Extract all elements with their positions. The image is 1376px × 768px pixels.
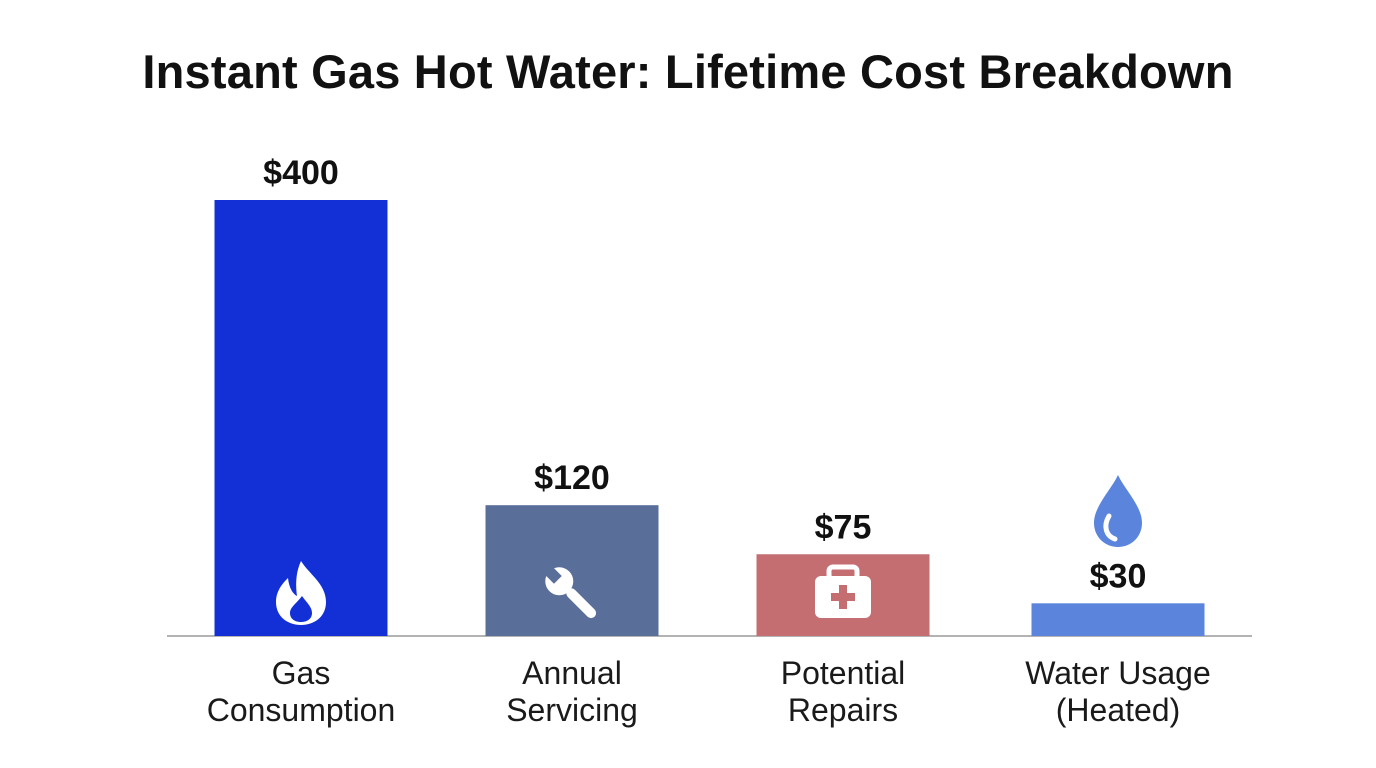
category-label: Repairs: [788, 692, 898, 728]
category-label: Consumption: [207, 692, 396, 728]
category-label: Gas: [272, 655, 331, 691]
bar-value-label: $30: [1090, 557, 1147, 595]
bar-2: [485, 505, 659, 636]
category-label: Servicing: [506, 692, 638, 728]
flame-icon: [276, 561, 326, 625]
category-label: (Heated): [1056, 692, 1181, 728]
bar-4: [1031, 603, 1205, 636]
category-label: Water Usage: [1025, 655, 1211, 691]
bar-value-label: $75: [815, 508, 872, 546]
first-aid-kit-icon: [815, 564, 871, 618]
wrench-icon: [542, 564, 597, 619]
bar-group: $30 Water Usage(Heated): [1025, 475, 1211, 728]
category-label: Annual: [522, 655, 622, 691]
bar-value-label: $120: [534, 459, 610, 497]
chart-title: Instant Gas Hot Water: Lifetime Cost Bre…: [142, 45, 1234, 98]
water-drop-icon: [1094, 475, 1142, 547]
bar-value-label: $400: [263, 154, 339, 192]
category-label: Potential: [781, 655, 906, 691]
